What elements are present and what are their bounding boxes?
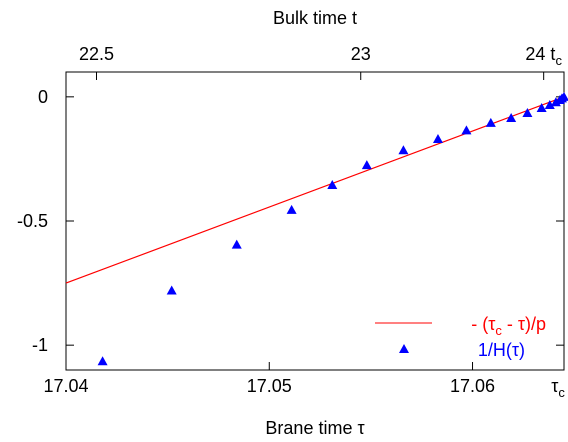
data-point-triangle	[536, 103, 547, 113]
y-tick-label: -0.5	[17, 211, 48, 231]
x-tick-label: 17.06	[450, 376, 495, 396]
data-point-triangle	[461, 125, 472, 135]
top-tick-label: 23	[351, 44, 371, 64]
series-layer	[65, 91, 568, 366]
data-point-triangle	[286, 204, 297, 214]
data-point-triangle	[544, 100, 555, 110]
top-tick-labels: 22.5 23 24 tc	[79, 44, 562, 68]
tick-marks	[65, 72, 564, 370]
fit-line	[65, 96, 565, 284]
data-point-triangle	[485, 117, 496, 127]
data-point-triangle	[166, 285, 177, 295]
legend-line-label: - (τc - τ)/p	[471, 314, 546, 338]
y-tick-label: 0	[38, 87, 48, 107]
top-axis-title: Bulk time t	[273, 8, 357, 28]
data-point-triangle	[432, 134, 443, 144]
top-tick-label-t-c: 24 tc	[525, 44, 562, 68]
top-tick-label: 22.5	[79, 44, 114, 64]
x-tick-label: 17.05	[247, 376, 292, 396]
data-point-triangle	[398, 145, 409, 155]
data-point-triangle	[559, 91, 568, 101]
y-tick-label: -1	[32, 335, 48, 355]
legend-triangle-swatch	[399, 344, 409, 353]
data-point-triangle	[361, 160, 372, 170]
data-point-triangle	[97, 356, 108, 366]
data-point-triangle	[506, 112, 517, 122]
x-tick-label-tau-c: τc	[551, 376, 565, 400]
x-tick-labels: 17.04 17.05 17.06 τc	[43, 376, 565, 400]
x-axis-title: Brane time τ	[265, 418, 364, 438]
x-tick-label: 17.04	[43, 376, 88, 396]
legend-scatter-label: 1/H(τ)	[478, 340, 525, 360]
data-point-triangle	[231, 239, 242, 249]
data-point-triangle	[522, 107, 533, 117]
y-tick-labels: 0 -0.5 -1	[17, 87, 48, 355]
data-point-triangle	[327, 179, 338, 189]
legend: - (τc - τ)/p 1/H(τ)	[375, 314, 546, 360]
